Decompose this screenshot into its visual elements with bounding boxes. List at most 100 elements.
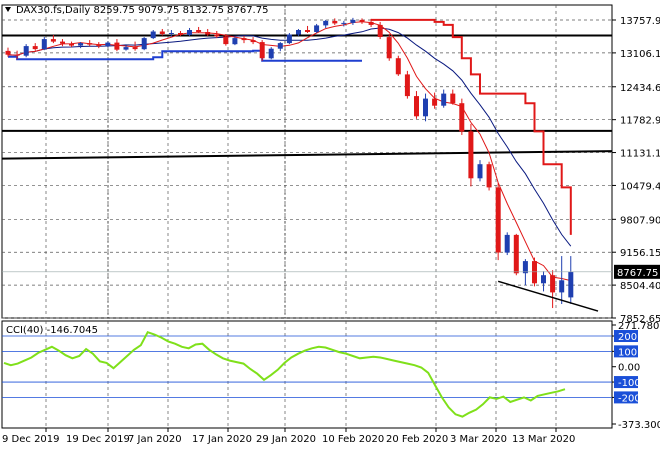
- main-label: DAX30.fs,Daily 8259.75 9079.75 8132.75 8…: [16, 5, 268, 16]
- price-tick-label: 8504.40: [620, 281, 660, 292]
- candle-body: [386, 37, 392, 59]
- horizontal-levels: [1, 34, 613, 160]
- cci-line: [3, 330, 566, 418]
- candle-body: [87, 43, 93, 45]
- candle-body: [513, 234, 519, 274]
- cci-tick-label: 0.00: [618, 363, 640, 374]
- resistance-step-line: [371, 18, 572, 235]
- cci-tick-label: 271.7806: [618, 321, 660, 332]
- cci-label: CCI(40) -146.7045: [6, 325, 98, 336]
- candle-body: [32, 46, 38, 50]
- candle-body: [159, 31, 165, 34]
- candle-body: [5, 50, 11, 55]
- candle-body: [277, 43, 283, 49]
- candle-body: [350, 19, 356, 23]
- candle-body: [60, 41, 65, 44]
- candle-body: [486, 164, 492, 188]
- time-tick-label: 10 Feb 2020: [322, 434, 384, 445]
- candle-body: [105, 42, 111, 47]
- candle-body: [187, 30, 192, 35]
- candle-body: [550, 275, 556, 293]
- time-tick-label: 9 Dec 2019: [2, 434, 60, 445]
- candle-body: [305, 30, 310, 32]
- price-tick-label: 7852.65: [620, 314, 660, 325]
- candle-body: [286, 34, 292, 44]
- candle-body: [69, 43, 74, 46]
- candle-body: [359, 19, 365, 22]
- candle-body: [214, 34, 220, 37]
- cci-header: CCI(40) -146.7045: [6, 325, 98, 336]
- candle-body: [323, 20, 329, 26]
- candle-body: [395, 58, 401, 75]
- candle-body: [495, 187, 501, 253]
- time-tick-label: 29 Jan 2020: [256, 434, 316, 445]
- candle-body: [23, 46, 29, 56]
- candle-body: [141, 38, 147, 50]
- candle-body: [341, 22, 347, 24]
- main-header: DAX30.fs,Daily 8259.75 9079.75 8132.75 8…: [5, 5, 268, 16]
- time-tick-label: 17 Jan 2020: [192, 434, 252, 445]
- current-price-label: 8767.75: [617, 268, 658, 279]
- candle-body: [150, 31, 156, 39]
- candle-body: [468, 131, 474, 179]
- cci-tick-label: 100: [618, 347, 637, 358]
- price-tick-label: 9807.90: [620, 215, 660, 226]
- price-axis: 13757.90 13106.15 12434.65 11782.90 11131.15…: [612, 16, 660, 325]
- candle-body: [196, 30, 202, 32]
- current-price-box: [614, 264, 660, 279]
- main-grid: [2, 5, 612, 319]
- chart-frame: [1, 4, 613, 429]
- candle-body: [259, 42, 265, 59]
- time-tick-label: 19 Dec 2019: [66, 434, 130, 445]
- candle-body: [568, 271, 574, 298]
- candle-body: [78, 43, 84, 46]
- main-panel-border: [1, 4, 613, 319]
- candle-body: [477, 164, 483, 179]
- candles: [5, 17, 574, 309]
- candle-body: [241, 38, 247, 41]
- candle-body: [559, 280, 565, 293]
- support-trendline: [497, 280, 599, 312]
- candle-body: [314, 25, 320, 32]
- price-tick-label: 13106.15: [620, 49, 660, 60]
- candle-body: [96, 44, 102, 47]
- cci-panel-border: [1, 320, 613, 429]
- candle-body: [459, 103, 465, 132]
- price-tick-label: 10479.40: [620, 181, 660, 192]
- candle-body: [414, 96, 419, 117]
- price-tick-label: 11131.15: [620, 149, 660, 160]
- collapse-arrow-icon[interactable]: [5, 7, 11, 12]
- candle-body: [232, 38, 238, 45]
- candle-body: [178, 33, 183, 35]
- candle-body: [123, 47, 129, 50]
- time-tick-label: 3 Mar 2020: [450, 434, 507, 445]
- cci-tick-label: 200: [618, 332, 637, 343]
- candle-body: [50, 39, 56, 42]
- candle-body: [205, 32, 211, 35]
- candle-body: [114, 42, 120, 50]
- candle-body: [404, 74, 410, 97]
- candle-body: [268, 48, 274, 59]
- candle-body: [423, 98, 428, 117]
- candle-body: [14, 54, 20, 56]
- candle-body: [377, 24, 383, 37]
- cci-level-badge: [614, 376, 638, 389]
- time-tick-label: 7 Jan 2020: [128, 434, 182, 445]
- candle-body: [504, 234, 510, 253]
- cci-series: [3, 330, 566, 418]
- price-tick-label: 13757.90: [620, 16, 660, 27]
- price-tick-label: 9156.15: [620, 248, 660, 259]
- trendlines: [2, 271, 612, 312]
- time-tick-label: 20 Feb 2020: [386, 434, 448, 445]
- candle-body: [132, 47, 138, 50]
- candle-body: [296, 30, 301, 35]
- candle-body: [332, 20, 338, 24]
- price-tick-label: 11782.90: [620, 116, 660, 127]
- cci-level-badge: [614, 391, 638, 404]
- candle-body: [368, 21, 374, 25]
- candle-body: [250, 40, 256, 43]
